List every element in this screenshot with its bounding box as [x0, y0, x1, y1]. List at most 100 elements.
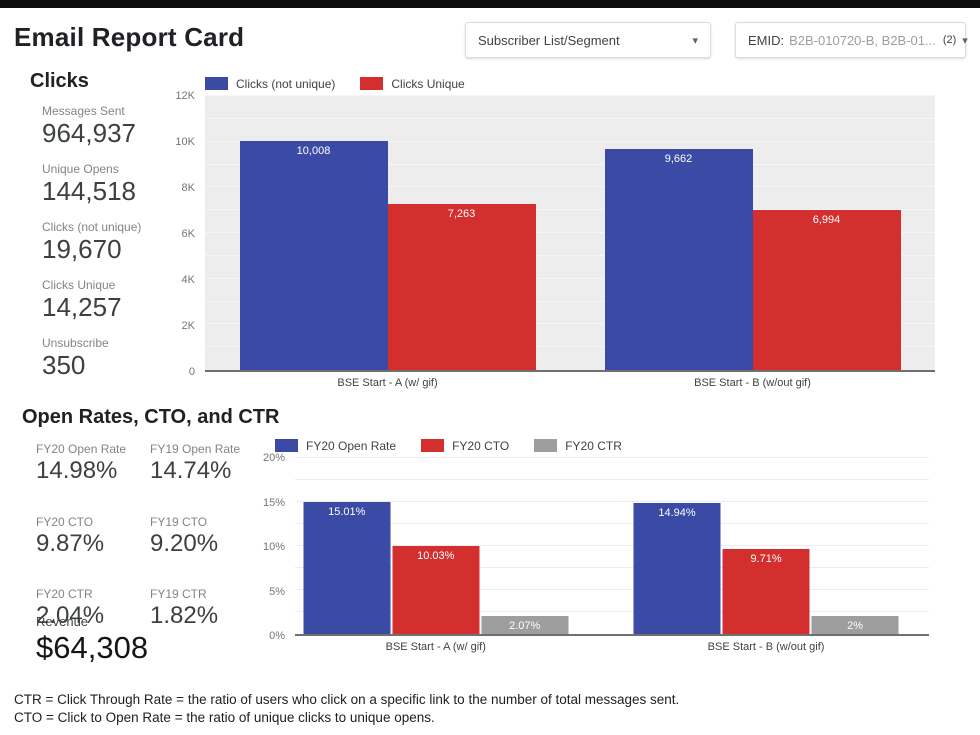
y-axis: 0 2K 4K 6K 8K 10K 12K: [160, 90, 205, 378]
gridline: [295, 567, 929, 568]
bar[interactable]: 10.03%: [392, 545, 480, 634]
gridline: [205, 323, 935, 325]
rates-bar-chart: FY20 Open Rate FY20 CTO FY20 CTR 0% 5% 10% 15…: [245, 438, 945, 656]
bar[interactable]: 14.94%: [633, 502, 721, 634]
gridline: [205, 346, 935, 348]
bar-value-label: 2.07%: [509, 619, 541, 632]
emid-filter-dropdown[interactable]: EMID: B2B-010720-B, B2B-01... (2) ▾: [735, 22, 968, 58]
scorecard-clicks-unique: Clicks Unique 14,257: [42, 278, 212, 323]
emid-filter-value: B2B-010720-B, B2B-01...: [789, 32, 936, 48]
bar[interactable]: 9.71%: [722, 548, 810, 634]
bar-value-label: 2%: [847, 620, 863, 633]
gridline: [205, 300, 935, 302]
page-title: Email Report Card: [14, 22, 245, 52]
top-black-bar: [0, 0, 980, 8]
legend-label: Clicks (not unique): [236, 76, 336, 91]
clicks-bar-chart: Clicks (not unique) Clicks Unique 0 2K 4K 6K…: [160, 76, 950, 392]
stat-value: 9.87%: [36, 529, 105, 557]
stat-label: Clicks Unique: [42, 277, 116, 292]
gridline: [205, 209, 935, 211]
bar-value-label: 6,994: [812, 214, 841, 227]
chart-legend: FY20 Open Rate FY20 CTO FY20 CTR: [275, 438, 945, 453]
legend-swatch-icon: [360, 77, 384, 90]
gridline: [205, 117, 935, 119]
legend-swatch-icon: [421, 439, 445, 452]
x-tick-label: BSE Start - A (w/ gif): [337, 377, 438, 389]
rates-section-heading: Open Rates, CTO, and CTR: [22, 406, 280, 428]
legend-swatch-icon: [205, 77, 228, 90]
gridline: [295, 523, 929, 524]
scorecard-unique-opens: Unique Opens 144,518: [42, 162, 212, 207]
legend-swatch-icon: [534, 439, 558, 452]
y-tick-label: 8K: [181, 182, 195, 194]
scorecard-revenue: Revenue $64,308: [36, 614, 148, 666]
bar[interactable]: 2.07%: [481, 615, 569, 634]
gridline: [205, 254, 935, 256]
gridline: [205, 140, 935, 142]
y-tick-label: 2K: [181, 320, 195, 332]
bar[interactable]: 2%: [811, 616, 899, 634]
footnote-cto: CTO = Click to Open Rate = the ratio of …: [14, 709, 435, 725]
stat-label: FY20 Open Rate: [36, 442, 127, 456]
scorecard-fy20-cto: FY20 CTO 9.87%: [36, 515, 150, 558]
clicks-scorecards: Messages Sent 964,937 Unique Opens 144,5…: [42, 104, 212, 393]
y-tick-label: 15%: [262, 496, 285, 509]
scorecard-fy20-open-rate: FY20 Open Rate 14.98%: [36, 442, 150, 485]
stat-label: Messages Sent: [42, 104, 125, 118]
bar-value-label: 10,008: [296, 145, 331, 158]
subscriber-list-filter-dropdown[interactable]: Subscriber List/Segment ▾: [465, 22, 711, 58]
gridline: [295, 457, 929, 458]
bar[interactable]: 6,994: [752, 210, 901, 370]
stat-value: 144,518: [42, 175, 136, 206]
stat-value: 964,937: [42, 118, 136, 148]
legend-item: Clicks Unique: [360, 76, 465, 91]
y-tick-label: 5%: [269, 585, 285, 598]
y-axis: 0% 5% 10% 15% 20%: [245, 452, 295, 642]
legend-item: FY20 Open Rate: [275, 439, 396, 453]
stat-value: 19,670: [42, 233, 122, 264]
y-tick-label: 6K: [181, 228, 195, 240]
bar-value-label: 9.71%: [750, 552, 782, 565]
bar-value-label: 15.01%: [328, 505, 366, 518]
stat-label: FY19 CTR: [150, 587, 207, 602]
bar[interactable]: 15.01%: [303, 501, 391, 634]
footnote-ctr: CTR = Click Through Rate = the ratio of …: [14, 692, 680, 707]
bar-value-label: 14.94%: [658, 506, 696, 519]
stat-value: 9.20%: [150, 529, 219, 557]
stat-label: FY20 CTR: [36, 587, 93, 602]
chevron-down-icon: ▾: [962, 34, 968, 47]
legend-label: FY20 CTR: [565, 438, 622, 453]
bar-group: 15.01% 10.03% 2.07%: [303, 458, 569, 634]
gridline: [295, 545, 929, 546]
gridline: [295, 479, 929, 480]
legend-label: FY20 CTO: [452, 438, 510, 453]
legend-item: Clicks (not unique): [205, 77, 335, 91]
bar[interactable]: 9,662: [604, 149, 753, 370]
stat-label: Unique Opens: [42, 161, 119, 176]
legend-item: FY20 CTO: [421, 439, 509, 453]
x-tick-label: BSE Start - A (w/ gif): [385, 641, 486, 653]
bar[interactable]: 7,263: [387, 204, 536, 370]
scorecard-unsubscribe: Unsubscribe 350: [42, 336, 212, 381]
x-axis-labels: BSE Start - A (w/ gif) BSE Start - B (w/o…: [205, 377, 935, 392]
gridline: [205, 95, 935, 96]
x-axis-labels: BSE Start - A (w/ gif) BSE Start - B (w/o…: [295, 641, 929, 656]
plot-area: 10,008 7,263 9,662 6,994: [205, 95, 935, 372]
bar-value-label: 7,263: [447, 208, 476, 221]
y-tick-label: 10%: [262, 541, 285, 553]
stat-value: 2.04%: [36, 602, 105, 630]
emid-filter-label: EMID:: [748, 32, 785, 48]
stat-label: FY19 Open Rate: [150, 442, 241, 456]
stat-value: $64,308: [36, 630, 149, 665]
gridline: [205, 186, 935, 188]
clicks-section-heading: Clicks: [30, 70, 89, 92]
scorecard-fy19-cto: FY19 CTO 9.20%: [150, 515, 264, 558]
stat-label: Unsubscribe: [42, 335, 109, 350]
gridline: [295, 589, 929, 590]
legend-label: Clicks Unique: [391, 76, 465, 91]
legend-label: FY20 Open Rate: [306, 438, 397, 453]
bar-value-label: 9,662: [664, 153, 693, 166]
stat-value: 14.74%: [150, 457, 232, 484]
legend-item: FY20 CTR: [534, 439, 622, 453]
bar[interactable]: 10,008: [239, 141, 388, 370]
